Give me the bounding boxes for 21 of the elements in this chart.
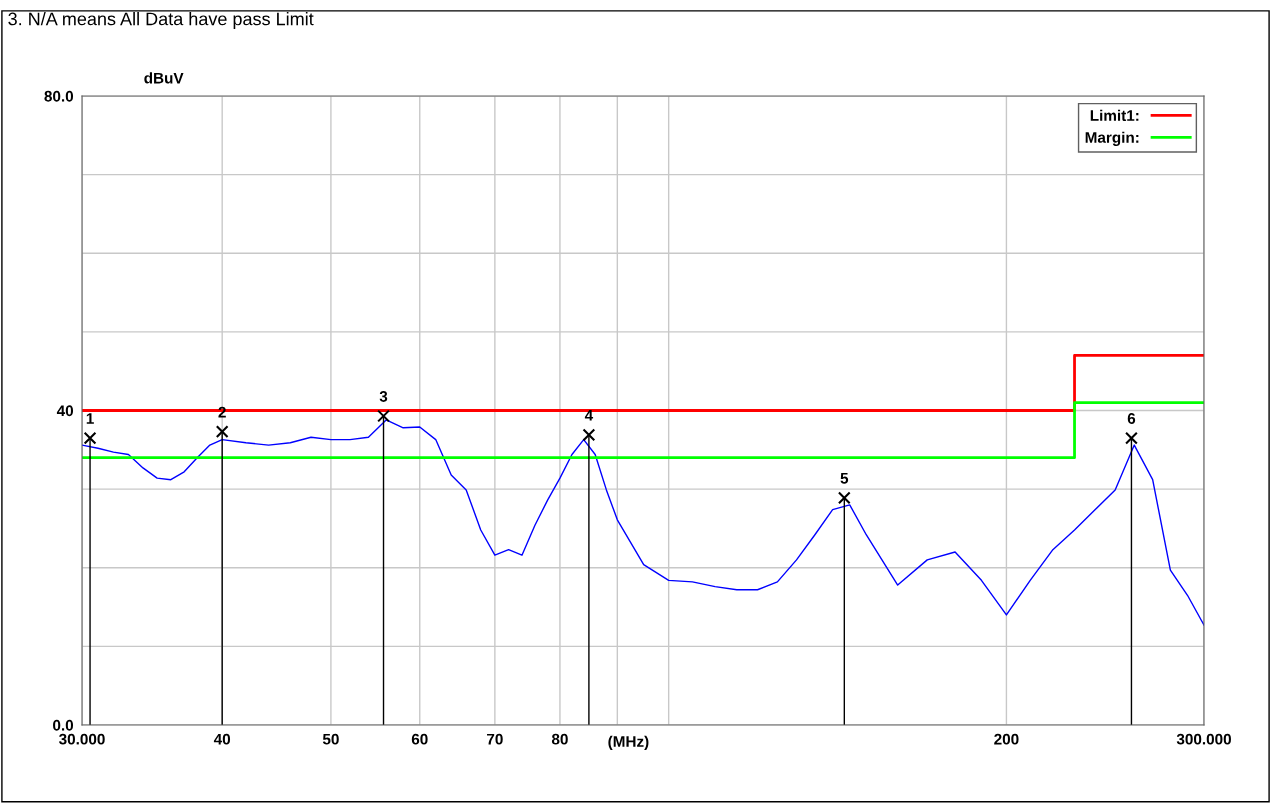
x-axis-title: (MHz) xyxy=(608,735,649,750)
legend-label: Limit1: xyxy=(1090,109,1139,121)
x-tick-label: 30.000 xyxy=(58,733,105,745)
annotation: 5 xyxy=(840,472,849,484)
x-tick-label: 70 xyxy=(487,733,503,745)
x-tick-label: 200 xyxy=(994,733,1019,745)
y-tick-label: 0.0 xyxy=(53,719,74,731)
annotation: 4 xyxy=(584,410,594,421)
y-axis-title: dBuV xyxy=(144,72,184,84)
y-tick-label: 40 xyxy=(56,405,74,417)
annotation: 6 xyxy=(1127,413,1136,424)
annotation: 3 xyxy=(379,391,388,402)
x-tick-label: 50 xyxy=(322,733,339,745)
annotation: 1 xyxy=(86,413,94,424)
legend-label: Margin: xyxy=(1085,131,1139,146)
x-tick-label: 300.000 xyxy=(1176,733,1231,745)
x-tick-label: 80 xyxy=(551,733,568,745)
x-tick-label: 40 xyxy=(213,733,231,745)
text: 3. N/A means All Data have pass Limit xyxy=(8,12,314,29)
x-tick-label: 60 xyxy=(411,733,428,745)
y-tick-label: 80.0 xyxy=(44,90,74,102)
